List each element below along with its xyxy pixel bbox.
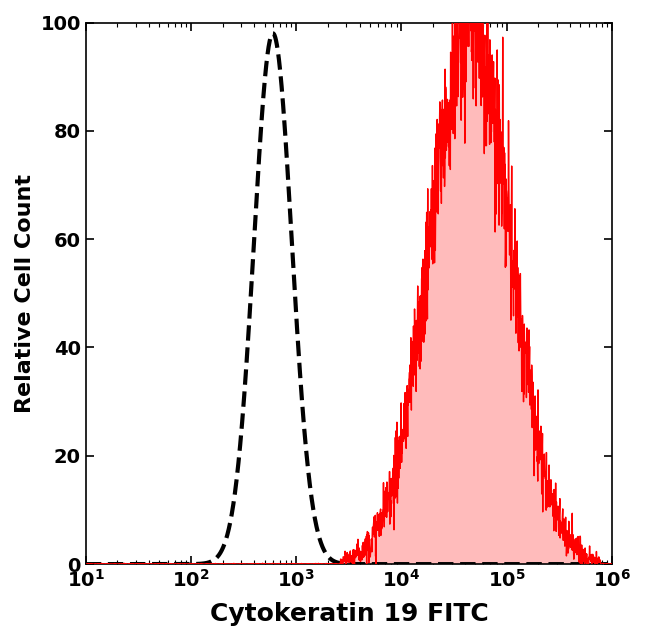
X-axis label: Cytokeratin 19 FITC: Cytokeratin 19 FITC xyxy=(209,602,488,626)
Y-axis label: Relative Cell Count: Relative Cell Count xyxy=(15,174,35,413)
